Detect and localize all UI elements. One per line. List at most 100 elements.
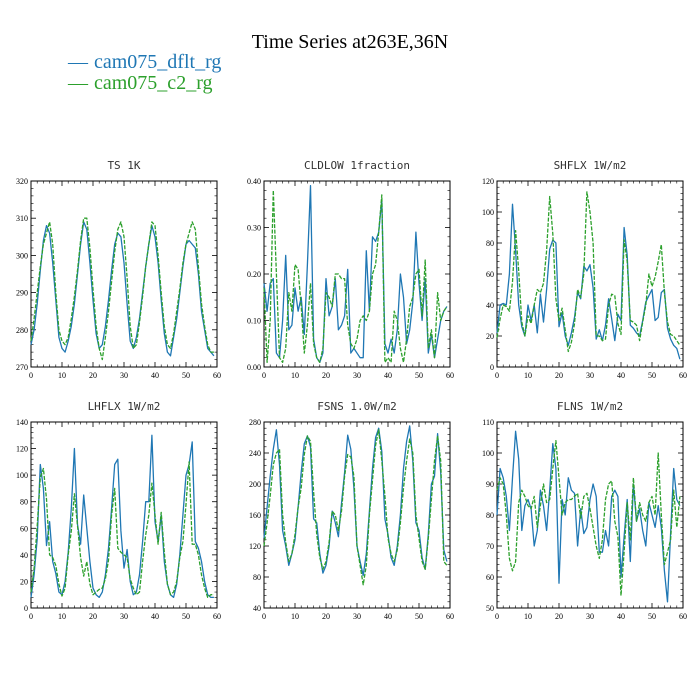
y-tick-label: 300 [16, 251, 28, 260]
legend-entry-dflt: — cam075_dflt_rg [67, 51, 221, 73]
y-tick-label: 50 [486, 604, 494, 613]
y-tick-label: 40 [486, 301, 494, 310]
x-tick-label: 50 [182, 371, 190, 380]
y-tick-label: 40 [253, 604, 261, 613]
y-tick-label: 310 [16, 214, 28, 223]
series-line-cam075-c2-rg [496, 439, 681, 597]
x-tick-label: 20 [555, 371, 563, 380]
x-tick-label: 0 [495, 371, 499, 380]
legend-entry-c2: — cam075_c2_rg [67, 72, 213, 94]
chart-title: FSNS 1.0W/m2 [317, 400, 396, 413]
y-tick-label: 120 [482, 177, 494, 186]
x-tick-label: 10 [291, 371, 299, 380]
y-tick-label: 100 [482, 208, 494, 217]
chart-title: CLDLOW 1fraction [304, 159, 410, 172]
y-tick-label: 270 [16, 363, 28, 372]
x-tick-label: 60 [213, 371, 221, 380]
legend-marker-c2: — [67, 72, 89, 94]
y-tick-label: 100 [482, 449, 494, 458]
y-tick-label: 60 [486, 270, 494, 279]
x-tick-label: 10 [524, 612, 532, 621]
y-tick-label: 80 [253, 573, 261, 582]
y-tick-label: 240 [249, 449, 261, 458]
x-tick-label: 0 [29, 612, 33, 621]
chart-title: SHFLX 1W/m2 [554, 159, 627, 172]
y-tick-label: 0.30 [247, 224, 261, 233]
y-tick-label: 140 [16, 418, 28, 427]
x-tick-label: 30 [120, 371, 128, 380]
x-tick-label: 0 [495, 612, 499, 621]
x-tick-label: 30 [353, 371, 361, 380]
y-tick-label: 60 [20, 524, 28, 533]
y-tick-label: 290 [16, 289, 28, 298]
chart-panel: CLDLOW 1fraction 0 10 20 30 40 50 60 0.00 0.10 0.2… [247, 159, 454, 380]
y-tick-label: 0.10 [247, 317, 261, 326]
y-tick-label: 80 [20, 498, 28, 507]
y-tick-label: 320 [16, 177, 28, 186]
series-line-cam075-c2-rg [263, 429, 448, 586]
panels: TS 1K0 10 20 30 40 50 60270280290300310320CLDL… [16, 159, 687, 621]
y-tick-label: 0.40 [247, 177, 261, 186]
x-tick-label: 60 [446, 371, 454, 380]
y-tick-label: 60 [486, 573, 494, 582]
x-tick-label: 40 [151, 612, 159, 621]
chart-panel: LHFLX 1W/m2 0 10 20 30 40 50 60 0 20 40 60 80 100 120 1… [16, 400, 221, 621]
y-tick-label: 80 [486, 239, 494, 248]
x-tick-label: 10 [58, 612, 66, 621]
figure-title: Time Series at263E,36N [252, 31, 448, 53]
y-tick-label: 20 [486, 332, 494, 341]
x-tick-label: 20 [555, 612, 563, 621]
y-tick-label: 80 [486, 511, 494, 520]
chart-panel: SHFLX 1W/m2 0 10 20 30 40 50 60 0 20 40 60 80 100 120 [482, 159, 687, 380]
x-tick-label: 10 [291, 612, 299, 621]
x-tick-label: 20 [89, 371, 97, 380]
x-tick-label: 30 [586, 612, 594, 621]
chart-panel: FLNS 1W/m2 0 10 20 30 40 50 60 50 60 70 80 90 100 110 [482, 400, 687, 621]
x-tick-label: 40 [617, 612, 625, 621]
y-tick-label: 40 [20, 551, 28, 560]
y-tick-label: 110 [482, 418, 494, 427]
y-tick-label: 280 [16, 326, 28, 335]
y-tick-label: 0.00 [247, 363, 261, 372]
y-tick-label: 120 [249, 542, 261, 551]
x-tick-label: 10 [58, 371, 66, 380]
x-tick-label: 40 [617, 371, 625, 380]
legend-label-c2: cam075_c2_rg [94, 72, 213, 94]
x-tick-label: 0 [262, 612, 266, 621]
chart-title: TS 1K [107, 159, 140, 172]
x-tick-label: 40 [384, 612, 392, 621]
chart-title: FLNS 1W/m2 [557, 400, 623, 413]
y-tick-label: 280 [249, 418, 261, 427]
x-tick-label: 30 [120, 612, 128, 621]
series-line-cam075-c2-rg [263, 189, 448, 364]
x-tick-label: 40 [384, 371, 392, 380]
legend-label-dflt: cam075_dflt_rg [94, 51, 221, 73]
x-tick-label: 60 [446, 612, 454, 621]
x-tick-label: 50 [648, 612, 656, 621]
x-tick-label: 20 [322, 371, 330, 380]
y-tick-label: 70 [486, 542, 494, 551]
series-line-cam075-c2-rg [30, 217, 214, 361]
x-tick-label: 60 [679, 371, 687, 380]
y-tick-label: 90 [486, 480, 494, 489]
series-line-cam075-dflt-rg [496, 203, 681, 360]
x-tick-label: 30 [353, 612, 361, 621]
y-tick-label: 20 [20, 577, 28, 586]
x-tick-label: 60 [679, 612, 687, 621]
y-tick-label: 160 [249, 511, 261, 520]
series-line-cam075-c2-rg [30, 461, 214, 599]
x-tick-label: 10 [524, 371, 532, 380]
x-tick-label: 40 [151, 371, 159, 380]
chart-panel: TS 1K 0 10 20 30 40 50 60 270 280 290 300 310 320 [16, 159, 221, 380]
y-tick-label: 0.20 [247, 270, 261, 279]
x-tick-label: 50 [182, 612, 190, 621]
x-tick-label: 0 [262, 371, 266, 380]
y-tick-label: 120 [16, 445, 28, 454]
series-line-cam075-dflt-rg [496, 430, 681, 603]
chart-panel: FSNS 1.0W/m2 0 10 20 30 40 50 60 40 80 120 160 200 24… [249, 400, 454, 621]
legend: — cam075_dflt_rg — cam075_c2_rg [67, 51, 221, 94]
x-tick-label: 0 [29, 371, 33, 380]
y-tick-label: 0 [24, 604, 28, 613]
